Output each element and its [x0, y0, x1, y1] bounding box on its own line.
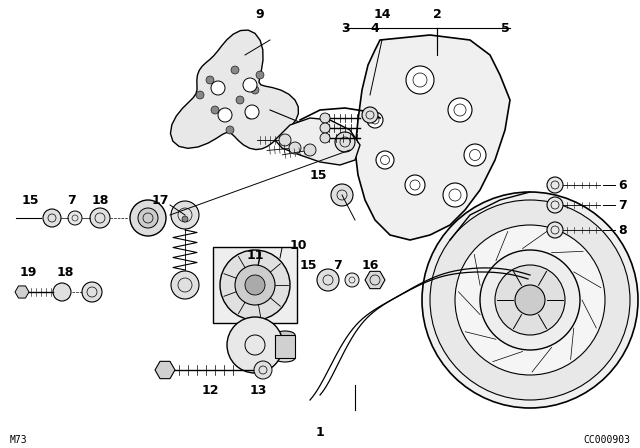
Text: 19: 19 [19, 266, 36, 279]
Circle shape [289, 142, 301, 154]
Circle shape [43, 209, 61, 227]
Circle shape [405, 175, 425, 195]
Text: 18: 18 [56, 266, 74, 279]
Text: M73: M73 [10, 435, 28, 445]
Text: 12: 12 [201, 383, 219, 396]
Circle shape [206, 76, 214, 84]
Circle shape [171, 201, 199, 229]
Circle shape [406, 66, 434, 94]
Text: 7: 7 [68, 194, 76, 207]
Circle shape [362, 107, 378, 123]
Polygon shape [155, 362, 175, 379]
Polygon shape [15, 286, 29, 298]
Circle shape [231, 66, 239, 74]
Circle shape [182, 216, 188, 222]
Circle shape [53, 283, 71, 301]
Text: 6: 6 [618, 178, 627, 191]
Circle shape [480, 250, 580, 350]
Bar [213, 247, 297, 323]
Circle shape [236, 96, 244, 104]
Circle shape [345, 273, 359, 287]
Circle shape [245, 105, 259, 119]
Circle shape [211, 106, 219, 114]
Ellipse shape [275, 354, 295, 362]
Text: 7: 7 [618, 198, 627, 211]
Circle shape [547, 197, 563, 213]
Circle shape [448, 98, 472, 122]
Circle shape [243, 78, 257, 92]
Text: 9: 9 [256, 8, 264, 21]
Circle shape [547, 222, 563, 238]
Text: CC000903: CC000903 [583, 435, 630, 445]
Text: 5: 5 [500, 22, 509, 34]
Circle shape [254, 361, 272, 379]
Circle shape [320, 133, 330, 143]
Circle shape [235, 265, 275, 305]
Circle shape [515, 285, 545, 315]
Circle shape [443, 183, 467, 207]
Text: 15: 15 [300, 258, 317, 271]
Circle shape [464, 144, 486, 166]
Polygon shape [355, 35, 510, 240]
Circle shape [335, 132, 355, 152]
Circle shape [196, 91, 204, 99]
Circle shape [279, 134, 291, 146]
Text: 16: 16 [362, 258, 379, 271]
Circle shape [246, 111, 254, 119]
Text: 2: 2 [433, 8, 442, 21]
Circle shape [331, 184, 353, 206]
Circle shape [547, 177, 563, 193]
Text: 15: 15 [309, 168, 327, 181]
Text: 7: 7 [333, 258, 342, 271]
Text: 11: 11 [246, 249, 264, 262]
Circle shape [220, 250, 290, 320]
Text: 3: 3 [340, 22, 349, 34]
Circle shape [68, 211, 82, 225]
Circle shape [251, 86, 259, 94]
Text: 1: 1 [316, 426, 324, 439]
Text: 15: 15 [21, 194, 39, 207]
Circle shape [495, 265, 565, 335]
Circle shape [90, 208, 110, 228]
Text: 10: 10 [289, 238, 307, 251]
Circle shape [82, 282, 102, 302]
Circle shape [304, 144, 316, 156]
Circle shape [227, 317, 283, 373]
Circle shape [430, 200, 630, 400]
Text: 17: 17 [151, 194, 169, 207]
Circle shape [320, 123, 330, 133]
Text: 18: 18 [92, 194, 109, 207]
Polygon shape [275, 335, 295, 358]
Ellipse shape [275, 331, 295, 339]
Circle shape [455, 225, 605, 375]
Circle shape [130, 200, 166, 236]
Circle shape [317, 269, 339, 291]
Circle shape [211, 81, 225, 95]
Circle shape [226, 126, 234, 134]
Circle shape [422, 192, 638, 408]
Polygon shape [365, 271, 385, 289]
Polygon shape [275, 118, 360, 165]
Circle shape [138, 208, 158, 228]
Circle shape [376, 151, 394, 169]
Circle shape [320, 113, 330, 123]
Polygon shape [170, 30, 298, 150]
Circle shape [256, 71, 264, 79]
Text: 14: 14 [373, 8, 391, 21]
Circle shape [245, 275, 265, 295]
Text: 8: 8 [618, 224, 627, 237]
Text: 13: 13 [250, 383, 267, 396]
Circle shape [171, 271, 199, 299]
Circle shape [218, 108, 232, 122]
Circle shape [367, 112, 383, 128]
Text: 4: 4 [371, 22, 380, 34]
